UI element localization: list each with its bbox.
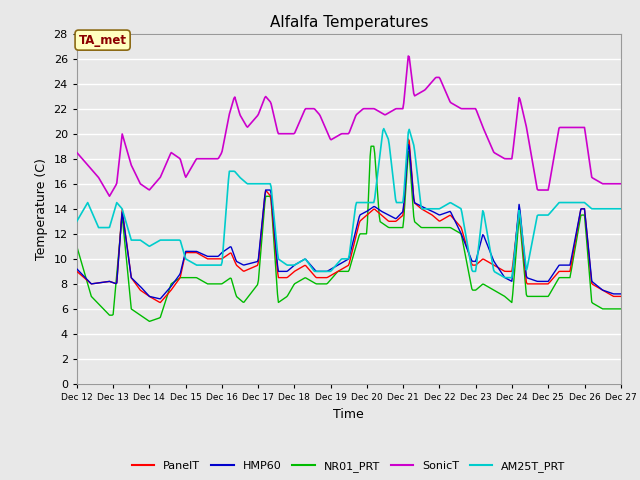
- Line: HMP60: HMP60: [77, 144, 621, 299]
- X-axis label: Time: Time: [333, 408, 364, 420]
- AM25T_PRT: [394, 200, 402, 205]
- AM25T_PRT: [319, 268, 327, 274]
- PanelT: [214, 256, 221, 262]
- Line: SonicT: SonicT: [77, 56, 621, 196]
- AM25T_PRT: [483, 231, 491, 237]
- AM25T_PRT: [502, 275, 509, 280]
- SonicT: [170, 152, 178, 157]
- AM25T_PRT: [169, 237, 177, 243]
- Line: NR01_PRT: NR01_PRT: [77, 146, 621, 322]
- NR01_PRT: [617, 306, 625, 312]
- NR01_PRT: [367, 144, 375, 149]
- SonicT: [394, 106, 402, 111]
- Legend: PanelT, HMP60, NR01_PRT, SonicT, AM25T_PRT: PanelT, HMP60, NR01_PRT, SonicT, AM25T_P…: [128, 457, 570, 477]
- HMP60: [320, 268, 328, 274]
- Y-axis label: Temperature (C): Temperature (C): [35, 158, 48, 260]
- HMP60: [214, 253, 221, 259]
- PanelT: [484, 259, 492, 265]
- PanelT: [157, 300, 164, 305]
- AM25T_PRT: [617, 206, 625, 212]
- HMP60: [438, 211, 445, 217]
- AM25T_PRT: [437, 205, 445, 211]
- PanelT: [73, 268, 81, 274]
- NR01_PRT: [396, 225, 403, 230]
- SonicT: [404, 53, 412, 59]
- SonicT: [106, 193, 113, 199]
- PanelT: [617, 293, 625, 300]
- HMP60: [170, 279, 178, 285]
- HMP60: [394, 214, 402, 219]
- NR01_PRT: [214, 281, 221, 287]
- NR01_PRT: [73, 243, 81, 249]
- Line: PanelT: PanelT: [77, 139, 621, 302]
- HMP60: [484, 244, 492, 250]
- HMP60: [404, 142, 412, 147]
- AM25T_PRT: [380, 126, 388, 132]
- HMP60: [157, 296, 164, 301]
- HMP60: [617, 291, 625, 297]
- SonicT: [73, 150, 81, 156]
- SonicT: [484, 137, 492, 143]
- NR01_PRT: [320, 281, 328, 287]
- PanelT: [438, 217, 445, 223]
- AM25T_PRT: [213, 262, 221, 268]
- NR01_PRT: [484, 284, 492, 290]
- PanelT: [320, 275, 328, 280]
- PanelT: [404, 136, 412, 142]
- Title: Alfalfa Temperatures: Alfalfa Temperatures: [269, 15, 428, 30]
- NR01_PRT: [170, 279, 178, 285]
- Line: AM25T_PRT: AM25T_PRT: [77, 129, 621, 277]
- SonicT: [214, 156, 221, 162]
- NR01_PRT: [438, 225, 445, 230]
- PanelT: [394, 216, 402, 222]
- SonicT: [438, 80, 445, 86]
- SonicT: [320, 121, 328, 127]
- NR01_PRT: [146, 319, 154, 324]
- HMP60: [73, 266, 81, 272]
- Text: TA_met: TA_met: [79, 34, 127, 47]
- AM25T_PRT: [73, 218, 81, 224]
- PanelT: [170, 283, 178, 289]
- SonicT: [617, 181, 625, 187]
